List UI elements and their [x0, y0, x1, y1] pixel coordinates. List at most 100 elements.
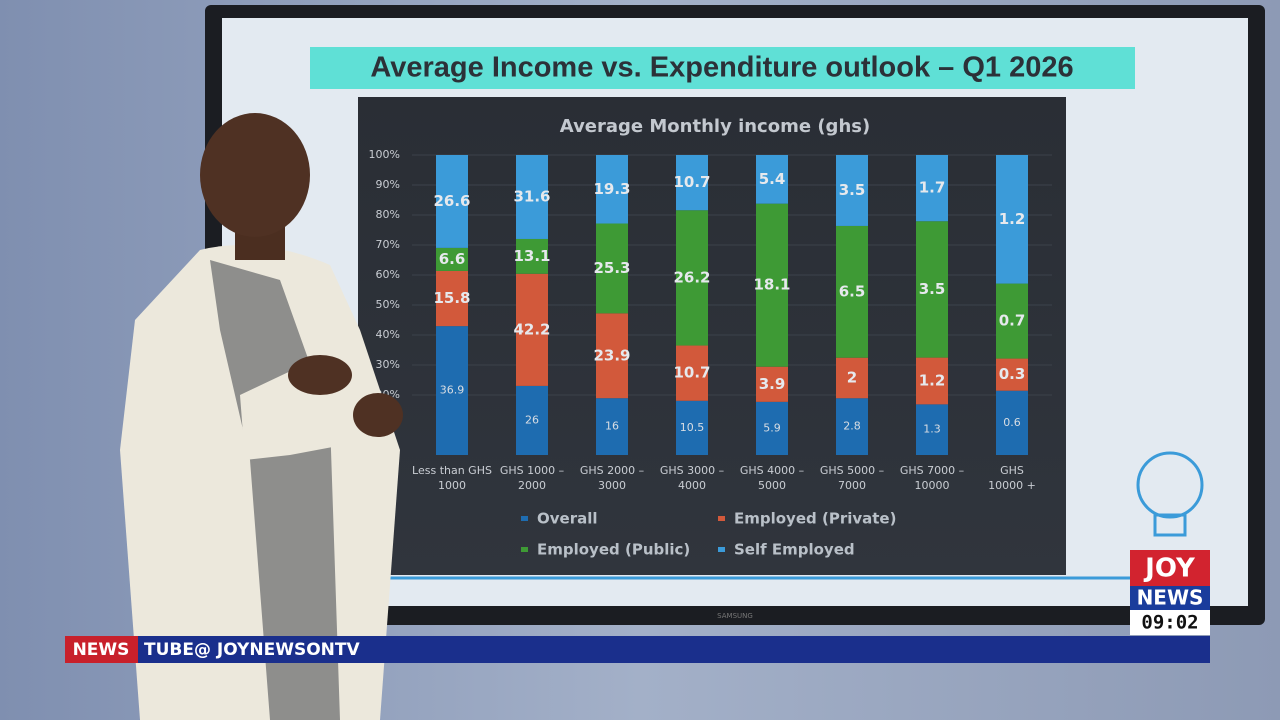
data-label: 1.2 — [999, 210, 1026, 228]
x-tick-label: GHS 4000 –5000 — [740, 464, 804, 492]
legend-marker — [718, 516, 725, 521]
bar-segment — [996, 283, 1028, 359]
heading-highlight — [310, 47, 1135, 89]
screen-brand: SAMSUNG — [717, 612, 753, 620]
y-tick-label: 80% — [376, 208, 400, 221]
legend-label: Overall — [537, 510, 598, 528]
bar-segment — [596, 223, 628, 314]
bar-segment — [996, 155, 1028, 284]
bar-segment — [996, 390, 1028, 455]
data-label: 0.3 — [999, 365, 1026, 383]
clock-box — [1130, 610, 1210, 635]
ticker-bar — [138, 636, 1210, 663]
logo-bottom: NEWS — [1137, 586, 1204, 610]
data-label: 10.7 — [673, 173, 710, 191]
data-label: 5.9 — [763, 421, 781, 434]
y-tick-label: 70% — [376, 238, 400, 251]
data-label: 6.5 — [839, 282, 866, 300]
presenter — [120, 113, 403, 720]
data-label: 13.1 — [513, 247, 550, 265]
bar-segment — [516, 273, 548, 386]
x-tick-label: Less than GHS 1000 — [412, 464, 492, 492]
bar-segment — [836, 357, 868, 399]
data-label: 19.3 — [593, 180, 630, 198]
data-label: 26 — [525, 413, 539, 426]
bar-segment — [996, 358, 1028, 391]
clock: 09:02 — [1141, 612, 1198, 634]
bar-segment — [436, 326, 468, 455]
data-label: 31.6 — [513, 187, 550, 205]
bar-segment — [756, 203, 788, 367]
data-label: 18.1 — [753, 276, 790, 294]
data-label: 1.3 — [923, 423, 941, 436]
y-tick-label: 30% — [376, 358, 400, 371]
ticker-tag-box — [65, 636, 138, 663]
legend-marker — [521, 547, 528, 552]
bar-segment — [676, 400, 708, 455]
x-tick-label: GHS 1000 –2000 — [500, 464, 564, 492]
data-label: 0.6 — [1003, 416, 1021, 429]
data-label: 10.5 — [680, 421, 705, 434]
bulb-icon — [1136, 451, 1204, 537]
x-tick-label: GHS 10000 + — [988, 464, 1036, 492]
chart-title: Average Monthly income (ghs) — [560, 116, 870, 137]
data-label: 1.2 — [919, 371, 946, 389]
slide-heading: Average Income vs. Expenditure outlook –… — [370, 52, 1073, 84]
bar-segment — [756, 155, 788, 204]
bar-segment — [436, 270, 468, 327]
bar-segment — [436, 155, 468, 248]
plot: 20%30%40%50%60%70%80%90%100%36.915.86.62… — [369, 148, 1052, 559]
bar-segment — [836, 155, 868, 226]
bar-segment — [516, 238, 548, 274]
bar-segment — [516, 155, 548, 239]
y-tick-label: 100% — [369, 148, 400, 161]
logo-top: JOY — [1143, 554, 1196, 584]
bar-segment — [756, 366, 788, 402]
bar-segment — [676, 155, 708, 211]
legend-marker — [718, 547, 725, 552]
x-tick-label: GHS 2000 –3000 — [580, 464, 644, 492]
ticker-text: TUBE@ JOYNEWSONTV — [144, 640, 360, 660]
data-label: 26.6 — [433, 192, 470, 210]
data-label: 0.7 — [999, 312, 1026, 330]
legend-label: Employed (Private) — [734, 510, 896, 528]
y-tick-label: 90% — [376, 178, 400, 191]
bar-segment — [916, 155, 948, 222]
bar-segment — [756, 401, 788, 455]
y-tick-label: 50% — [376, 298, 400, 311]
data-label: 3.9 — [759, 375, 786, 393]
x-tick-label: GHS 3000 –4000 — [660, 464, 724, 492]
logo-bottom-box — [1130, 586, 1210, 610]
ticker-tag: NEWS — [73, 640, 130, 660]
bar-segment — [836, 398, 868, 455]
bar-segment — [916, 357, 948, 405]
bar-segment — [516, 385, 548, 455]
bar-segment — [916, 221, 948, 358]
bar-segment — [596, 155, 628, 224]
data-label: 10.7 — [673, 364, 710, 382]
x-tick-label: GHS 5000 –7000 — [820, 464, 884, 492]
data-label: 15.8 — [433, 289, 470, 307]
data-label: 2.8 — [843, 420, 861, 433]
data-label: 23.9 — [593, 346, 630, 364]
data-label: 3.5 — [839, 181, 866, 199]
bar-segment — [596, 313, 628, 399]
data-label: 25.3 — [593, 259, 630, 277]
bar-segment — [676, 345, 708, 401]
bar-segment — [836, 225, 868, 358]
data-label: 36.9 — [440, 384, 465, 397]
y-tick-label: 60% — [376, 268, 400, 281]
bar-segment — [436, 247, 468, 271]
data-label: 1.7 — [919, 179, 946, 197]
legend-label: Employed (Public) — [537, 541, 690, 559]
data-label: 6.6 — [439, 250, 466, 268]
logo-top-box — [1130, 550, 1210, 586]
legend-label: Self Employed — [734, 541, 855, 559]
x-tick-label: GHS 7000 –10000 — [900, 464, 964, 492]
bar-segment — [596, 398, 628, 455]
data-label: 2 — [847, 368, 857, 386]
legend-marker — [521, 516, 528, 521]
y-tick-label: 40% — [376, 328, 400, 341]
data-label: 16 — [605, 420, 619, 433]
data-label: 42.2 — [513, 320, 550, 338]
